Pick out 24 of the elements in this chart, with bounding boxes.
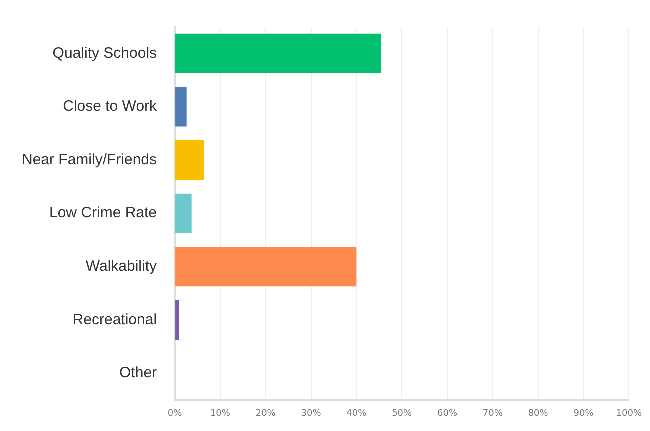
y-tick-label: Near Family/Friends [22, 151, 158, 168]
x-tick-label: 40% [346, 408, 368, 419]
y-tick-label: Walkability [86, 258, 158, 276]
y-tick-label: Quality Schools [52, 44, 158, 62]
y-tick-label: Other [120, 364, 158, 382]
x-tick-label: 0% [168, 408, 183, 419]
bar [176, 300, 180, 340]
bar [176, 140, 204, 180]
x-tick-label: 100% [616, 408, 642, 419]
x-tick-label: 10% [210, 408, 231, 419]
bar [176, 87, 187, 127]
bar [176, 34, 382, 74]
y-tick-label: Close to Work [63, 98, 158, 116]
x-tick-label: 20% [256, 408, 276, 419]
y-tick-label: Recreational [72, 311, 158, 328]
y-tick-label: Low Crime Rate [49, 204, 158, 222]
x-tick-label: 90% [574, 408, 594, 419]
x-tick-label: 70% [482, 408, 504, 419]
x-tick-label: 30% [301, 408, 322, 419]
x-tick-label: 50% [392, 408, 413, 419]
bar [176, 247, 357, 287]
x-tick-label: 60% [437, 408, 458, 419]
bar [176, 194, 192, 234]
x-tick-label: 80% [528, 408, 549, 419]
